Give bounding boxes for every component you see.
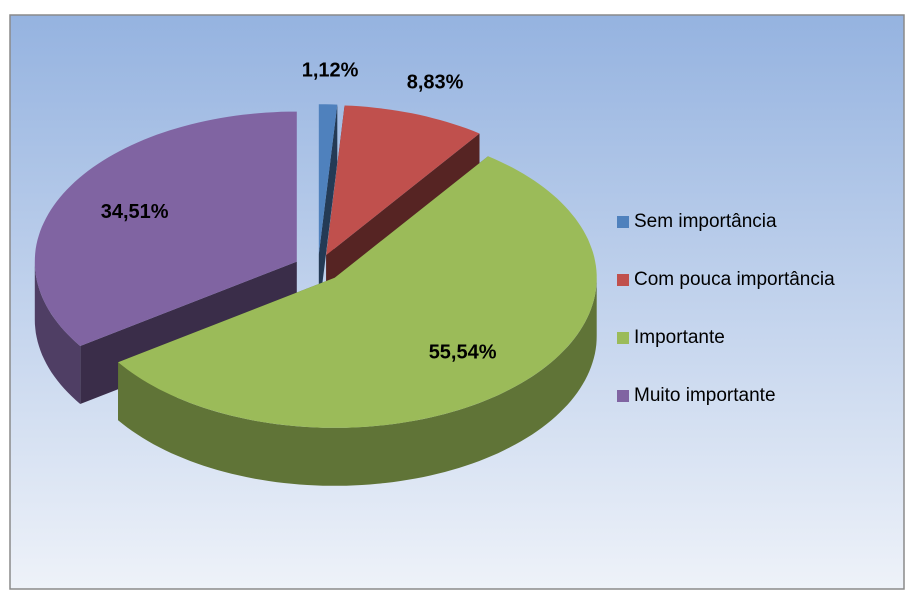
legend-label: Importante (634, 327, 725, 348)
value-label: 1,12% (302, 60, 359, 82)
value-label: 8,83% (407, 71, 464, 93)
legend-label: Muito importante (634, 385, 776, 406)
slice (318, 104, 338, 255)
slice-wall (118, 277, 597, 486)
legend: Sem importância Com pouca importância Impo… (617, 211, 835, 406)
legend-label: Sem importância (634, 211, 777, 232)
slice-side (318, 104, 338, 313)
legend-swatch (617, 332, 629, 344)
slice (118, 156, 597, 428)
pie: 1,12% 8,83% 55,54% 34,51% (34, 60, 597, 486)
legend-swatch (617, 216, 629, 228)
legend-label: Com pouca importância (634, 269, 835, 290)
slice (326, 105, 480, 256)
value-label: 34,51% (101, 201, 169, 223)
slice-wall (34, 261, 81, 404)
value-label: 55,54% (429, 341, 497, 363)
slice (34, 111, 297, 346)
legend-swatch (617, 274, 629, 286)
legend-swatch (617, 390, 629, 402)
